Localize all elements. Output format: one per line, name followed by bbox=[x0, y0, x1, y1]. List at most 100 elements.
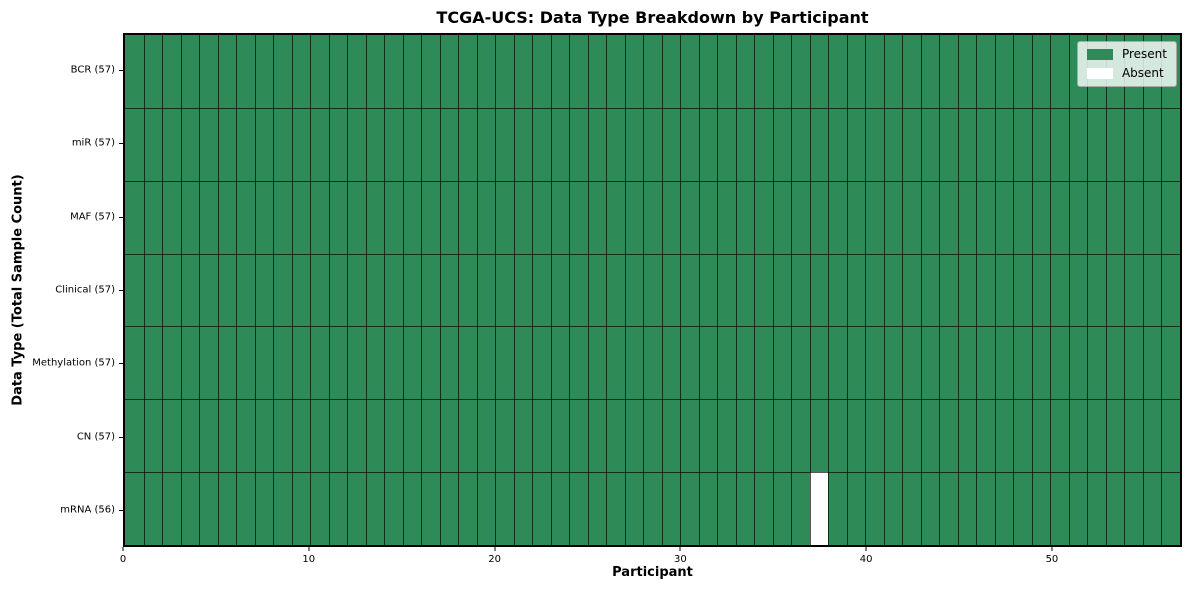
y-tick-label: mRNA (56) bbox=[60, 504, 115, 516]
x-tick-mark bbox=[679, 547, 681, 551]
gridline-vertical bbox=[495, 35, 497, 545]
y-tick-label: MAF (57) bbox=[70, 211, 115, 223]
gridline-vertical bbox=[254, 35, 256, 545]
legend: Present Absent bbox=[1076, 41, 1177, 87]
x-tick-label: 30 bbox=[673, 554, 687, 565]
gridline-vertical bbox=[347, 35, 349, 545]
gridline-vertical bbox=[606, 35, 608, 545]
gridline-vertical bbox=[1050, 35, 1052, 545]
x-tick-label: 10 bbox=[302, 554, 316, 565]
gridline-vertical bbox=[957, 35, 959, 545]
gridline-vertical bbox=[587, 35, 589, 545]
gridline-vertical bbox=[624, 35, 626, 545]
y-tick-mark bbox=[119, 510, 123, 512]
gridline-vertical bbox=[199, 35, 201, 545]
gridline-vertical bbox=[698, 35, 700, 545]
gridline-vertical bbox=[994, 35, 996, 545]
gridline-vertical bbox=[458, 35, 460, 545]
gridline-vertical bbox=[1161, 35, 1163, 545]
chart-title: TCGA-UCS: Data Type Breakdown by Partici… bbox=[436, 8, 869, 27]
gridline-vertical bbox=[643, 35, 645, 545]
legend-item-present: Present bbox=[1086, 47, 1167, 61]
gridline-horizontal bbox=[125, 472, 1180, 474]
present-swatch-icon bbox=[1086, 49, 1113, 60]
gridline-vertical bbox=[661, 35, 663, 545]
gridline-vertical bbox=[1087, 35, 1089, 545]
y-tick-mark bbox=[119, 216, 123, 218]
gridline-vertical bbox=[754, 35, 756, 545]
gridline-vertical bbox=[236, 35, 238, 545]
y-tick-label: Clinical (57) bbox=[55, 284, 115, 296]
gridline-vertical bbox=[1013, 35, 1015, 545]
x-tick-label: 20 bbox=[488, 554, 501, 565]
gridline-vertical bbox=[939, 35, 941, 545]
legend-item-absent: Absent bbox=[1086, 66, 1167, 80]
gridline-vertical bbox=[217, 35, 219, 545]
x-tick-mark bbox=[122, 547, 124, 551]
gridline-vertical bbox=[421, 35, 423, 545]
y-tick-label: BCR (57) bbox=[70, 64, 115, 76]
legend-label-absent: Absent bbox=[1121, 66, 1164, 80]
gridline-vertical bbox=[772, 35, 774, 545]
gridline-vertical bbox=[310, 35, 312, 545]
gridline-vertical bbox=[291, 35, 293, 545]
gridline-horizontal bbox=[125, 107, 1180, 109]
gridline-vertical bbox=[976, 35, 978, 545]
absent-swatch-icon bbox=[1086, 68, 1113, 79]
gridline-vertical bbox=[920, 35, 922, 545]
gridline-vertical bbox=[883, 35, 885, 545]
gridline-vertical bbox=[384, 35, 386, 545]
gridline-vertical bbox=[828, 35, 830, 545]
x-tick-mark bbox=[865, 547, 867, 551]
gridline-vertical bbox=[143, 35, 145, 545]
gridline-vertical bbox=[680, 35, 682, 545]
legend-label-present: Present bbox=[1121, 47, 1167, 61]
x-tick-mark bbox=[308, 547, 310, 551]
gridline-vertical bbox=[162, 35, 164, 545]
x-tick-mark bbox=[1051, 547, 1053, 551]
gridline-horizontal bbox=[125, 326, 1180, 328]
x-tick-label: 0 bbox=[119, 554, 127, 565]
gridline-vertical bbox=[1124, 35, 1126, 545]
gridline-vertical bbox=[809, 35, 811, 545]
gridline-vertical bbox=[273, 35, 275, 545]
gridline-horizontal bbox=[125, 399, 1180, 401]
x-tick-label: 40 bbox=[859, 554, 873, 565]
gridline-vertical bbox=[1031, 35, 1033, 545]
gridline-vertical bbox=[735, 35, 737, 545]
gridline-vertical bbox=[532, 35, 534, 545]
gridline-vertical bbox=[180, 35, 182, 545]
y-tick-mark bbox=[119, 436, 123, 438]
gridline-vertical bbox=[513, 35, 515, 545]
x-tick-mark bbox=[494, 547, 496, 551]
gridline-vertical bbox=[365, 35, 367, 545]
y-tick-label: Methylation (57) bbox=[32, 357, 115, 369]
gridline-vertical bbox=[476, 35, 478, 545]
y-tick-mark bbox=[119, 143, 123, 145]
y-axis: BCR (57) miR (57) MAF (57) Clinical (57) Met… bbox=[0, 33, 123, 547]
gridline-vertical bbox=[1068, 35, 1070, 545]
x-axis: 0 10 20 30 40 50 bbox=[119, 547, 1182, 569]
x-axis-label: Participant bbox=[612, 565, 693, 580]
gridline-vertical bbox=[717, 35, 719, 545]
y-tick-label: miR (57) bbox=[71, 137, 115, 149]
x-tick-label: 50 bbox=[1045, 554, 1059, 565]
y-tick-mark bbox=[119, 290, 123, 291]
y-tick-mark bbox=[119, 363, 123, 365]
y-tick-label: CN (57) bbox=[76, 431, 115, 443]
gridline-vertical bbox=[550, 35, 552, 545]
gridline-vertical bbox=[569, 35, 571, 545]
gridline-vertical bbox=[1142, 35, 1144, 545]
gridline-vertical bbox=[328, 35, 330, 545]
plot-area: Present Absent bbox=[123, 33, 1182, 547]
gridline-vertical bbox=[402, 35, 404, 545]
gridline-vertical bbox=[1105, 35, 1107, 545]
gridline-vertical bbox=[865, 35, 867, 545]
absent-cell bbox=[809, 472, 829, 545]
gridline-horizontal bbox=[125, 253, 1180, 255]
gridline-vertical bbox=[791, 35, 793, 545]
gridline-vertical bbox=[902, 35, 904, 545]
gridline-vertical bbox=[846, 35, 848, 545]
gridline-horizontal bbox=[125, 180, 1180, 182]
